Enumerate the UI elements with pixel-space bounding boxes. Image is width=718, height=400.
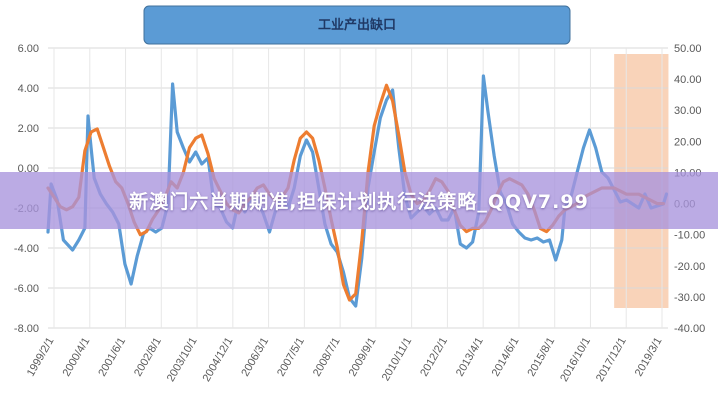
chart-title: 工业产出缺口	[318, 17, 396, 33]
left-tick-label: 2.00	[18, 123, 39, 135]
chart-title-box: 工业产出缺口	[143, 5, 571, 45]
right-tick-label: -40.00	[674, 323, 705, 335]
right-tick-label: 50.00	[674, 43, 702, 55]
banner-text: 新澳门六肖期期准,担保计划执行法策略_QQV7.99	[129, 191, 589, 213]
left-tick-label: -6.00	[14, 283, 39, 295]
left-tick-label: 4.00	[18, 83, 39, 95]
right-tick-label: 20.00	[674, 136, 702, 148]
right-tick-label: -20.00	[674, 261, 705, 273]
left-tick-label: -4.00	[14, 243, 39, 255]
right-tick-label: -30.00	[674, 292, 705, 304]
right-tick-label: 40.00	[674, 74, 702, 86]
watermark-banner: 新澳门六肖期期准,担保计划执行法策略_QQV7.99	[0, 172, 718, 229]
right-tick-label: -10.00	[674, 230, 705, 242]
right-tick-label: 30.00	[674, 105, 702, 117]
left-tick-label: -8.00	[14, 323, 39, 335]
left-tick-label: 6.00	[18, 43, 39, 55]
